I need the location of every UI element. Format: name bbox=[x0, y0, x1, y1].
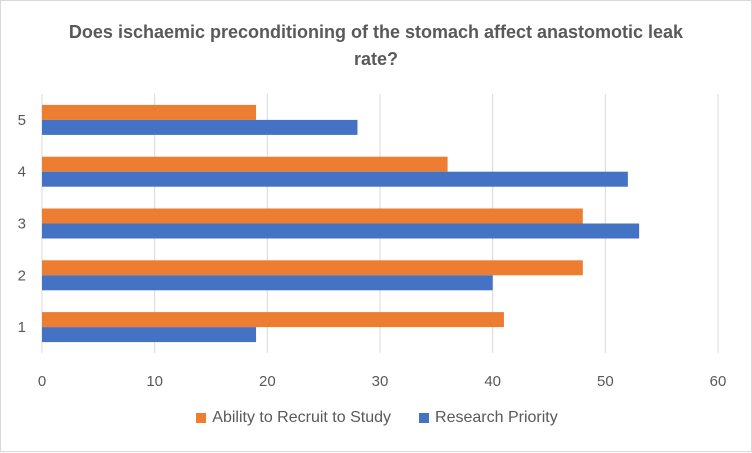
x-tick-label-60: 60 bbox=[710, 373, 727, 390]
legend-item-priority: Research Priority bbox=[419, 409, 558, 427]
y-tick-label-2: 2 bbox=[18, 267, 26, 284]
bar-research-priority-3 bbox=[42, 223, 640, 239]
chart-title: Does ischaemic preconditioning of the st… bbox=[68, 22, 684, 69]
bar-ability-to-recruit-1 bbox=[42, 312, 504, 328]
bar-research-priority-5 bbox=[42, 119, 358, 135]
legend-label-priority: Research Priority bbox=[435, 409, 558, 426]
legend-swatch-recruit bbox=[196, 413, 207, 423]
x-tick-labels: 0 10 20 30 40 50 60 bbox=[38, 373, 727, 390]
y-tick-label-4: 4 bbox=[18, 164, 26, 181]
x-tick-label-50: 50 bbox=[597, 373, 614, 390]
y-tick-label-5: 5 bbox=[18, 112, 26, 129]
x-tick-label-10: 10 bbox=[146, 373, 163, 390]
x-tick-label-20: 20 bbox=[259, 373, 276, 390]
legend-label-recruit: Ability to Recruit to Study bbox=[212, 409, 392, 426]
y-tick-label-1: 1 bbox=[18, 319, 26, 336]
bar-research-priority-1 bbox=[42, 327, 257, 343]
bar-ability-to-recruit-3 bbox=[42, 208, 583, 224]
x-tick-label-30: 30 bbox=[372, 373, 389, 390]
bar-research-priority-2 bbox=[42, 275, 493, 291]
bar-ability-to-recruit-5 bbox=[42, 104, 257, 120]
legend-item-recruit: Ability to Recruit to Study bbox=[196, 409, 391, 427]
bar-research-priority-4 bbox=[42, 171, 628, 187]
x-tick-label-40: 40 bbox=[484, 373, 501, 390]
bars bbox=[42, 104, 640, 343]
y-tick-labels: 1 2 3 4 5 bbox=[18, 112, 26, 336]
legend: Ability to Recruit to Study Research Pri… bbox=[1, 409, 752, 427]
y-tick-label-3: 3 bbox=[18, 216, 26, 233]
bar-ability-to-recruit-2 bbox=[42, 260, 583, 276]
legend-swatch-priority bbox=[419, 413, 430, 423]
bar-ability-to-recruit-4 bbox=[42, 156, 448, 172]
x-tick-label-0: 0 bbox=[38, 373, 46, 390]
